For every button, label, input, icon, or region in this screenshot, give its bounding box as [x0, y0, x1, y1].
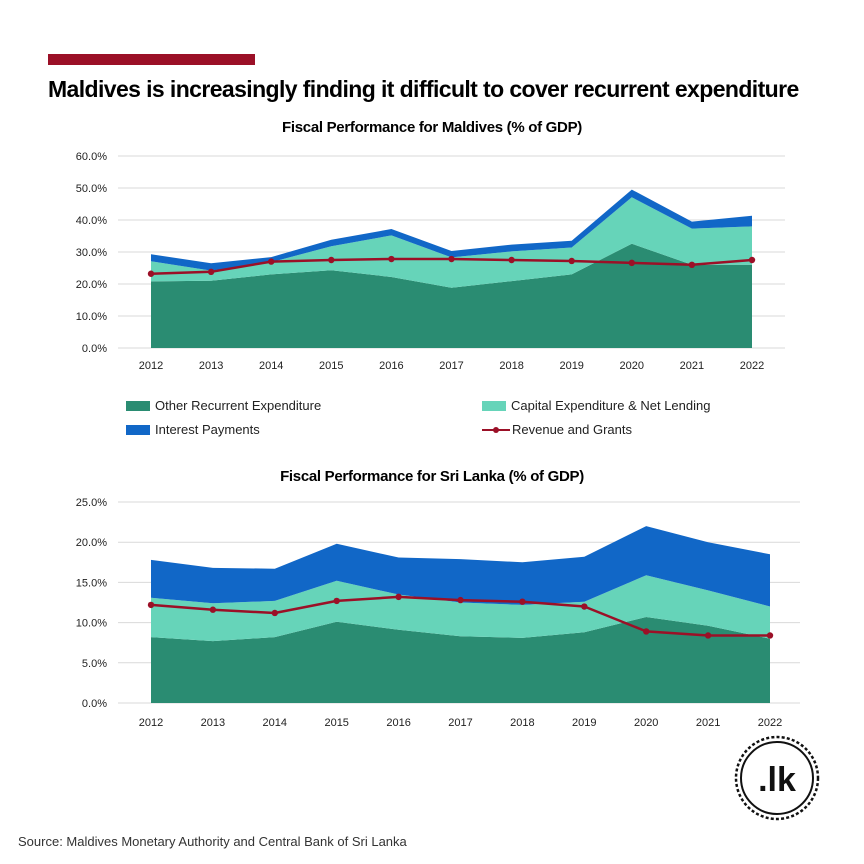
chart0-x-tick-label: 2019	[559, 360, 583, 372]
chart1-x-tick-label: 2014	[263, 717, 287, 729]
chart0-y-tick-label: 20.0%	[76, 279, 107, 291]
chart1-y-tick-label: 0.0%	[82, 698, 107, 710]
legend-label-revenue: Revenue and Grants	[512, 422, 632, 437]
chart1-revenue-point	[147, 601, 155, 609]
chart-title-sri-lanka: Fiscal Performance for Sri Lanka (% of G…	[280, 468, 584, 485]
chart0-x-tick-label: 2017	[439, 360, 463, 372]
chart1-x-tick-label: 2017	[448, 717, 472, 729]
chart0-x-tick-label: 2022	[740, 360, 764, 372]
chart0-revenue-point	[388, 255, 395, 263]
chart1-x-tick-label: 2019	[572, 717, 596, 729]
chart1-y-tick-label: 20.0%	[76, 537, 107, 549]
chart-maldives: 0.0% 10.0% 20.0% 30.0% 40.0% 50.0% 60.0% 2012 20…	[76, 151, 785, 372]
lk-logo: .lk	[734, 735, 820, 821]
legend-swatch-other-recurrent	[126, 400, 150, 411]
chart0-revenue-point	[688, 261, 696, 268]
chart-title-maldives: Fiscal Performance for Maldives (% of GD…	[282, 119, 582, 136]
chart1-x-tick-label: 2016	[386, 717, 410, 729]
chart0-y-tick-label: 60.0%	[76, 151, 107, 163]
chart1-revenue-point	[581, 603, 588, 610]
legend-swatch-interest	[126, 424, 150, 435]
chart1-x-tick-label: 2022	[758, 717, 782, 729]
chart1-revenue-point	[209, 606, 217, 613]
chart0-area-capital	[151, 197, 752, 288]
chart0-x-tick-label: 2021	[680, 360, 704, 372]
chart0-x-tick-label: 2012	[139, 360, 163, 372]
chart0-x-tick-label: 2016	[379, 360, 403, 372]
chart0-revenue-point	[748, 256, 756, 264]
chart1-y-tick-label: 15.0%	[76, 577, 107, 589]
chart-sri-lanka: 0.0% 5.0% 10.0% 15.0% 20.0% 25.0% 2012 2013 2014…	[76, 497, 800, 729]
chart0-revenue-point	[448, 255, 455, 263]
legend-label-interest: Interest Payments	[155, 422, 260, 437]
chart0-y-tick-label: 40.0%	[76, 215, 107, 227]
chart1-revenue-point	[271, 609, 278, 617]
chart1-revenue-point	[643, 628, 650, 635]
chart0-y-tick-label: 30.0%	[76, 247, 107, 259]
chart0-revenue-point	[268, 258, 275, 265]
chart1-y-tick-label: 5.0%	[82, 658, 107, 670]
chart1-revenue-point	[519, 598, 526, 605]
chart1-y-tick-label: 10.0%	[76, 618, 107, 630]
chart1-revenue-point	[766, 632, 774, 639]
legend-item-other-recurrent: Other Recurrent Expenditure	[126, 398, 321, 413]
chart0-revenue-point	[207, 268, 215, 276]
legend-swatch-revenue	[482, 425, 510, 435]
chart0-revenue-point	[508, 256, 515, 264]
chart0-y-tick-label: 10.0%	[76, 311, 107, 323]
chart1-revenue-point	[457, 596, 464, 604]
chart0-y-tick-label: 50.0%	[76, 183, 107, 195]
page-title: Maldives is increasingly finding it diff…	[48, 76, 799, 102]
legend-swatch-capital	[482, 400, 506, 411]
chart0-x-tick-label: 2020	[620, 360, 644, 372]
legend-item-revenue: Revenue and Grants	[482, 422, 632, 437]
chart1-x-tick-label: 2018	[510, 717, 534, 729]
chart1-x-tick-label: 2012	[139, 717, 163, 729]
chart1-x-tick-label: 2015	[324, 717, 348, 729]
chart0-area-interest	[151, 189, 752, 271]
chart1-x-tick-label: 2013	[201, 717, 225, 729]
chart1-area-interest	[151, 526, 770, 607]
legend-label-other-recurrent: Other Recurrent Expenditure	[155, 398, 322, 413]
chart0-revenue-point	[568, 257, 575, 265]
chart1-x-tick-label: 2021	[696, 717, 720, 729]
legend-label-capital: Capital Expenditure & Net Lending	[511, 398, 711, 413]
chart0-revenue-point	[147, 270, 155, 277]
legend-item-interest: Interest Payments	[126, 422, 260, 437]
legend-item-capital: Capital Expenditure & Net Lending	[482, 398, 710, 413]
chart1-revenue-point	[395, 593, 402, 601]
chart1-area-capital	[151, 575, 770, 642]
source-note: Source: Maldives Monetary Authority and …	[18, 834, 407, 849]
chart1-revenue-point	[704, 632, 712, 639]
chart1-x-tick-label: 2020	[634, 717, 658, 729]
chart0-revenue-point	[328, 256, 335, 264]
logo-text: .lk	[758, 761, 796, 799]
chart0-y-tick-label: 0.0%	[82, 343, 107, 355]
chart0-revenue-point	[628, 259, 635, 267]
chart0-x-tick-label: 2014	[259, 360, 283, 372]
chart0-x-tick-label: 2015	[319, 360, 343, 372]
chart1-area-other-recurrent	[151, 617, 770, 703]
chart0-x-tick-label: 2018	[499, 360, 523, 372]
accent-bar	[48, 54, 255, 65]
chart1-revenue-point	[333, 597, 340, 605]
chart1-y-tick-label: 25.0%	[76, 497, 107, 509]
chart0-x-tick-label: 2013	[199, 360, 223, 372]
chart0-area-other-recurrent	[151, 243, 752, 348]
